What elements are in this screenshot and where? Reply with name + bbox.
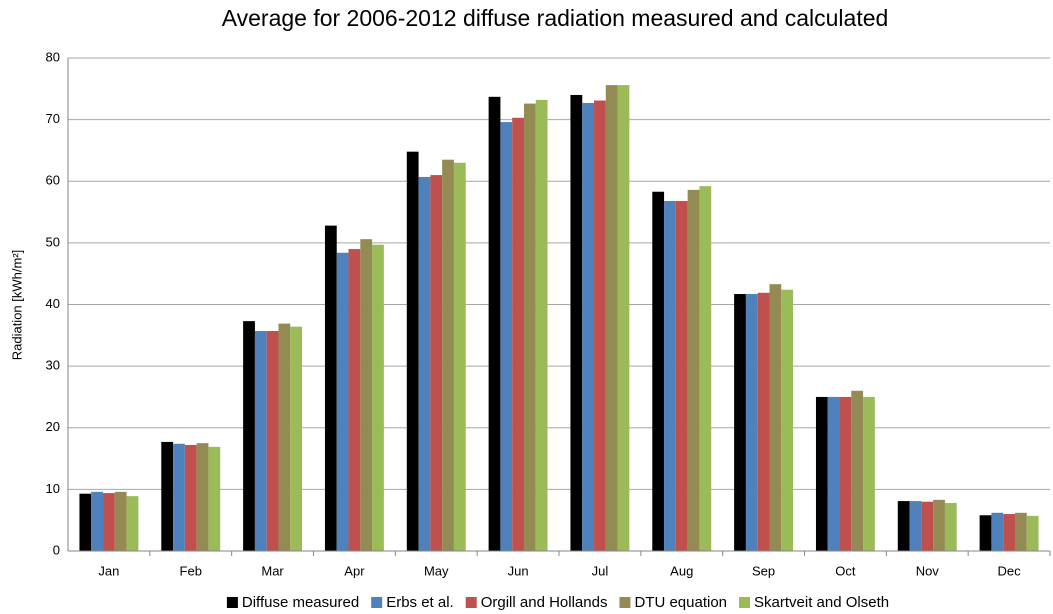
bar: [933, 499, 945, 551]
bar: [863, 396, 875, 551]
x-tick-label: Jul: [592, 563, 609, 578]
bar: [745, 294, 758, 551]
legend-text: Orgill and Hollands: [481, 594, 608, 611]
bar: [1014, 512, 1027, 551]
bar: [781, 289, 794, 551]
y-tick-label: 10: [46, 481, 60, 496]
legend-swatch: [739, 597, 751, 608]
bar: [944, 502, 957, 551]
bar: [418, 176, 431, 551]
bar: [79, 493, 92, 551]
bar: [372, 244, 384, 551]
y-tick-label: 30: [46, 358, 60, 373]
legend-text: Erbs et al.: [386, 594, 454, 611]
legend-swatch: [371, 597, 383, 608]
x-tick-label: Mar: [261, 563, 284, 578]
bar: [839, 396, 852, 551]
bar: [512, 117, 524, 552]
x-tick-label: Aug: [670, 563, 693, 578]
legend-text: Diffuse measured: [242, 594, 359, 611]
y-tick-label: 40: [46, 296, 60, 311]
x-tick-label: Oct: [835, 563, 856, 578]
bar: [617, 85, 630, 552]
bar: [699, 186, 712, 551]
bar: [1003, 514, 1015, 551]
legend-swatch: [465, 597, 477, 608]
bar: [909, 501, 922, 551]
bar: [664, 200, 676, 551]
legend-text: DTU equation: [634, 594, 727, 611]
bar: [734, 294, 746, 551]
bar: [208, 446, 221, 551]
bar: [184, 445, 197, 551]
bar: [605, 85, 618, 552]
bar: [324, 225, 337, 551]
bar: [652, 191, 665, 551]
bar: [1026, 515, 1039, 551]
bar: [991, 512, 1004, 551]
bar: [897, 501, 910, 551]
bar: [442, 159, 454, 551]
bar: [827, 396, 840, 551]
x-tick-label: Jun: [508, 563, 529, 578]
bar: [348, 249, 361, 551]
x-tick-label: Apr: [344, 563, 365, 578]
bar: [103, 493, 115, 551]
bar: [430, 175, 443, 551]
bar: [91, 491, 104, 551]
bar: [523, 103, 536, 551]
chart-title: Average for 2006-2012 diffuse radiation …: [222, 5, 889, 31]
y-tick-label: 80: [46, 49, 60, 64]
x-tick-label: Sep: [752, 563, 775, 578]
x-tick-label: Dec: [998, 563, 1022, 578]
bar: [675, 200, 688, 551]
bar: [196, 443, 209, 551]
bar: [500, 122, 513, 551]
bar: [921, 501, 934, 551]
y-tick-label: 0: [53, 542, 60, 557]
x-tick-label: Feb: [180, 563, 202, 578]
bar: [570, 94, 583, 551]
bar: [815, 396, 828, 551]
legend-swatch: [619, 597, 631, 608]
bar: [336, 252, 349, 552]
bar: [266, 330, 279, 551]
bar: [254, 330, 267, 551]
bar: [406, 151, 419, 552]
bar: [851, 390, 864, 551]
bar: [243, 321, 255, 551]
bar: [979, 515, 992, 551]
bar: [535, 99, 548, 551]
x-tick-label: May: [424, 563, 449, 578]
bar: [488, 96, 501, 551]
bar: [360, 239, 373, 552]
legend-swatch: [226, 597, 238, 608]
bar: [161, 441, 174, 551]
bar: [769, 284, 782, 551]
y-tick-label: 50: [46, 234, 60, 249]
bar: [582, 102, 595, 551]
bar: [290, 326, 303, 551]
bar: [594, 100, 606, 552]
x-tick-label: Nov: [916, 563, 940, 578]
bar: [173, 443, 185, 551]
bar: [278, 323, 291, 551]
y-axis-label: Radiation [kWh/m²]: [9, 250, 24, 361]
y-tick-label: 70: [46, 111, 60, 126]
bar: [757, 292, 770, 551]
bar: [114, 491, 127, 551]
bar: [126, 496, 139, 551]
x-tick-label: Jan: [98, 563, 119, 578]
legend-text: Skartveit and Olseth: [754, 594, 889, 611]
y-tick-label: 20: [46, 419, 60, 434]
bar: [453, 162, 466, 551]
y-tick-label: 60: [46, 173, 60, 188]
bar: [687, 189, 700, 551]
